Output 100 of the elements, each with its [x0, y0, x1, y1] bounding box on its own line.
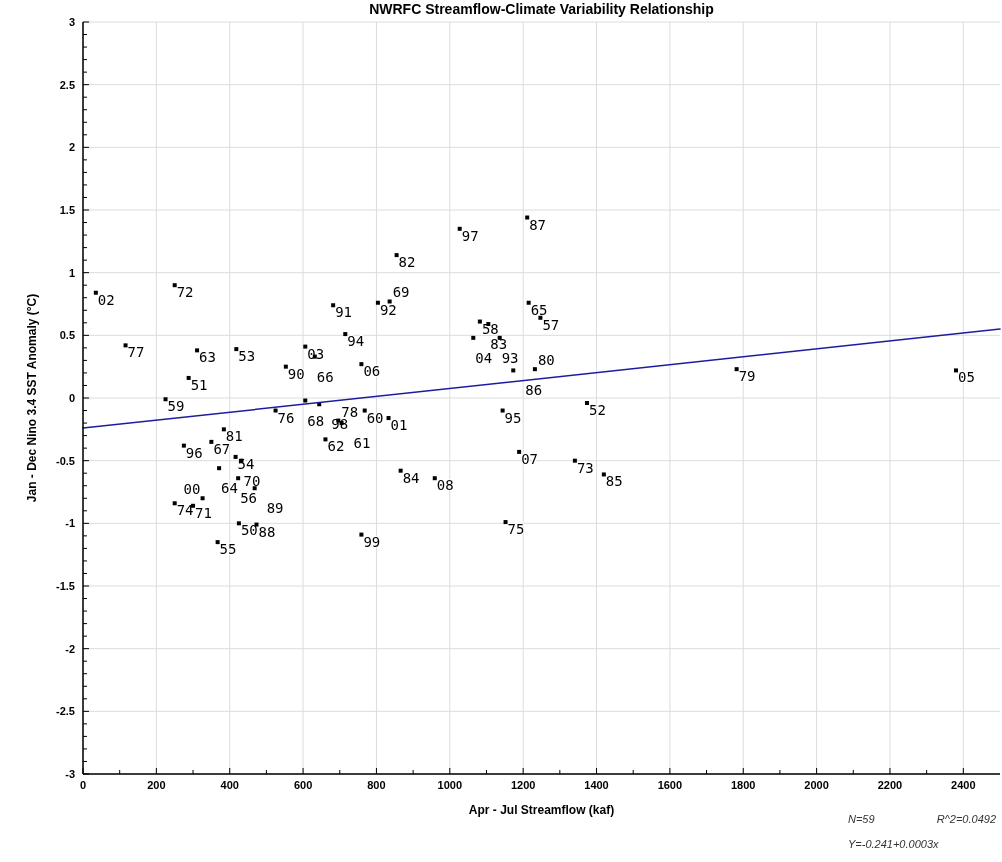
- point: [200, 496, 205, 501]
- x-tick-label: 2400: [951, 779, 976, 791]
- point: [375, 300, 380, 305]
- x-tick-label: 2200: [877, 779, 903, 791]
- y-tick-label: -0.5: [56, 454, 75, 467]
- x-tick-label: 1800: [731, 779, 756, 791]
- point: [572, 458, 577, 463]
- annotation: 86: [525, 382, 543, 399]
- point: [359, 532, 364, 537]
- annotation: 56: [240, 490, 258, 507]
- point: [236, 521, 241, 526]
- annotation: 08: [436, 477, 454, 494]
- x-tick-label: 0: [79, 779, 87, 791]
- x-axis-title: Apr - Jul Streamflow (kaf): [468, 803, 615, 817]
- annotation: 53: [238, 348, 256, 365]
- y-tick-label: 0: [68, 392, 75, 404]
- annotation: 66: [316, 368, 334, 385]
- annotation: 89: [266, 500, 284, 517]
- point: [172, 501, 177, 506]
- annotation: 69: [392, 284, 410, 301]
- annotation: 65: [530, 301, 548, 318]
- point: [181, 443, 186, 448]
- point: [511, 368, 516, 373]
- point: [215, 540, 220, 545]
- point: [503, 520, 508, 525]
- y-tick-label: 2: [68, 141, 75, 154]
- point: [123, 343, 128, 348]
- point: [532, 367, 537, 372]
- point: [283, 364, 288, 369]
- x-tick-label: 800: [367, 779, 386, 791]
- annotation: 75: [507, 521, 525, 538]
- annotation: 76: [277, 409, 295, 426]
- point: [172, 283, 177, 288]
- annotation: 59: [167, 398, 185, 415]
- x-tick-label: 2000: [804, 779, 829, 791]
- point: [236, 476, 241, 481]
- point: [500, 408, 505, 413]
- y-tick-label: 3: [68, 16, 75, 28]
- y-tick-label: -1: [65, 517, 75, 530]
- annotation: 05: [957, 369, 975, 386]
- y-tick-label: 1.5: [59, 204, 75, 216]
- point: [323, 437, 328, 442]
- x-tick-label: 1000: [437, 779, 463, 791]
- annotation: 63: [199, 349, 216, 366]
- text: N=59: [848, 813, 875, 825]
- point: [584, 401, 589, 406]
- annotation: 80: [537, 352, 555, 369]
- x-tick-label: 600: [293, 779, 313, 791]
- annotation: 87: [529, 216, 547, 233]
- point: [362, 408, 367, 413]
- annotation: 94: [347, 333, 365, 350]
- point: [221, 427, 226, 432]
- annotation: 51: [190, 376, 208, 393]
- point: [386, 416, 391, 421]
- point: [195, 348, 200, 353]
- annotation: 58: [481, 320, 499, 337]
- annotation: 82: [398, 254, 416, 271]
- annotation: 61: [353, 435, 371, 452]
- point: [526, 300, 531, 305]
- annotation: 73: [576, 459, 594, 476]
- annotation: 95: [504, 409, 522, 426]
- y-tick-label: -2: [65, 642, 75, 655]
- y-axis-title: Jan - Dec Nino 3.4 SST Anomaly (°C): [25, 293, 39, 503]
- point: [387, 299, 392, 304]
- y-tick-label: -3: [65, 768, 75, 780]
- annotation: 77: [127, 344, 145, 361]
- x-tick-label: 1600: [657, 779, 683, 791]
- point: [601, 472, 606, 477]
- annotation: 74: [176, 502, 194, 519]
- point: [233, 454, 238, 459]
- point: [303, 398, 308, 403]
- annotation: 72: [176, 284, 194, 301]
- y-tick-label: 2.5: [59, 78, 75, 91]
- annotation: 84: [402, 469, 420, 486]
- text: Y=-0.241+0.0003x: [848, 838, 940, 850]
- point: [538, 315, 543, 320]
- point: [252, 486, 257, 491]
- annotation: 50: [240, 522, 258, 539]
- point: [359, 362, 364, 367]
- annotation: 91: [335, 304, 353, 321]
- annotation: 92: [379, 301, 397, 318]
- y-tick-label: 1: [68, 266, 75, 279]
- annotation: 85: [605, 473, 623, 490]
- point: [477, 319, 482, 324]
- point: [343, 332, 348, 337]
- annotation: 02: [97, 291, 115, 308]
- y-tick-label: -2.5: [56, 705, 75, 718]
- x-tick-label: 1400: [584, 779, 609, 791]
- point: [331, 303, 336, 308]
- text: R^2=0.0492: [936, 813, 996, 825]
- annotation: 52: [588, 402, 606, 419]
- annotation: 55: [219, 541, 237, 558]
- annotation: 57: [542, 316, 560, 333]
- point: [517, 449, 522, 454]
- point: [163, 397, 168, 402]
- annotation: 04: [475, 349, 493, 366]
- annotation: 07: [521, 450, 538, 467]
- point: [93, 290, 98, 295]
- x-tick-label: 1200: [510, 779, 536, 791]
- annotation: 70: [243, 472, 261, 489]
